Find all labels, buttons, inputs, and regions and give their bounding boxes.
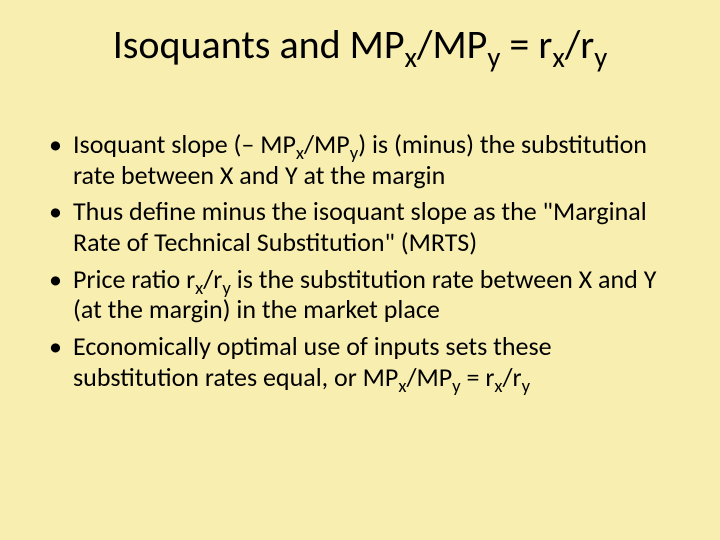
title-sub-3: y — [487, 40, 500, 75]
list-item: Economically optimal use of inputs sets … — [45, 331, 675, 392]
b3-seg-2: /MP — [406, 361, 452, 393]
title-seg-6: /r — [565, 20, 594, 69]
title-sub-1: x — [405, 40, 417, 75]
list-item: Isoquant slope (– MPx/MPy) is (minus) th… — [45, 129, 675, 190]
b3-sub-5: x — [494, 375, 502, 398]
b3-sub-7: y — [522, 375, 530, 398]
b1-seg-0: Thus define minus the isoquant slope as … — [73, 195, 647, 258]
b2-seg-2: /r — [203, 263, 222, 295]
b0-seg-2: /MP — [304, 128, 350, 160]
list-item: Price ratio rx/ry is the substitution ra… — [45, 264, 675, 325]
title-sub-7: y — [594, 40, 607, 75]
title-sub-5: x — [552, 40, 564, 75]
list-item: Thus define minus the isoquant slope as … — [45, 196, 675, 257]
b0-seg-0: Isoquant slope (– MP — [73, 128, 296, 160]
b3-sub-3: y — [452, 375, 460, 398]
slide-title: Isoquants and MPx/MPy = rx/ry — [45, 20, 675, 69]
title-seg-0: Isoquants and MP — [113, 20, 405, 69]
b3-seg-4: = r — [461, 361, 495, 393]
bullet-list: Isoquant slope (– MPx/MPy) is (minus) th… — [45, 129, 675, 392]
b2-seg-0: Price ratio r — [73, 263, 195, 295]
b3-seg-6: /r — [503, 361, 522, 393]
title-seg-4: = r — [500, 20, 552, 69]
title-seg-2: /MP — [417, 20, 487, 69]
